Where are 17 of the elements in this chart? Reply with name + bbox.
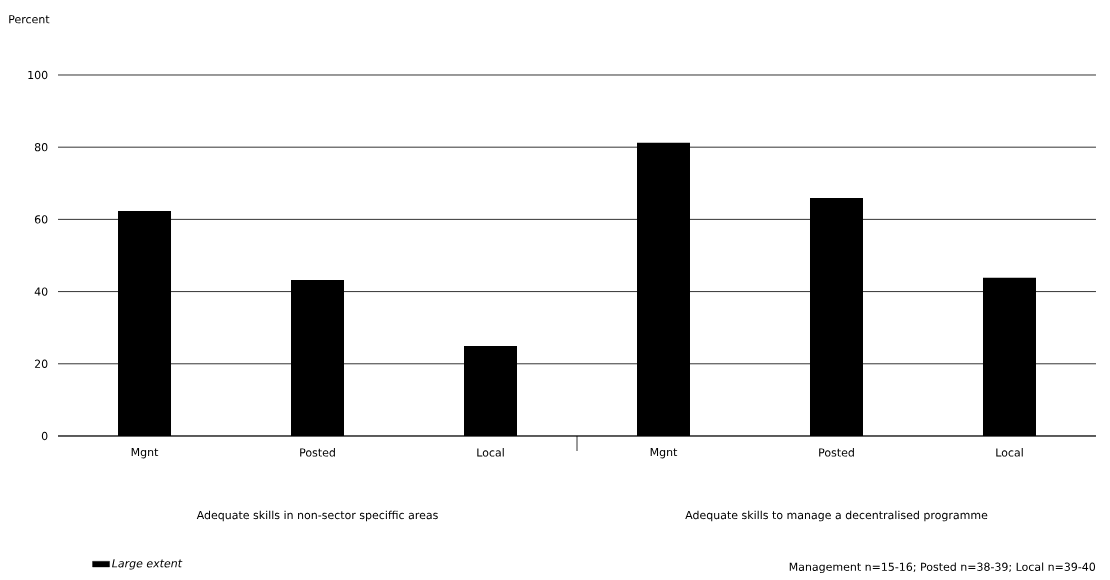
x-tick-label: Local — [477, 448, 504, 457]
x-tick-label: Posted — [300, 448, 335, 457]
legend-label: Large extent — [112, 559, 183, 570]
y-tick-label: 60 — [34, 215, 48, 224]
y-tick-label: 40 — [34, 287, 48, 296]
x-tick-label: Mgnt — [650, 448, 678, 459]
text: Adequate skills to manage a decentralised programme — [685, 510, 988, 522]
x-tick-label: Local — [996, 448, 1023, 457]
y-tick-label: 0 — [41, 431, 48, 441]
y-tick-label: 100 — [28, 70, 48, 80]
y-tick-label: 80 — [34, 143, 48, 152]
x-tick-label: Mgnt — [131, 448, 159, 459]
text: Management n=15-16; Posted n=38-39; Local n=39-40 — [789, 562, 1096, 574]
x-tick-label: Posted — [819, 448, 854, 457]
y-axis-title: Percent — [9, 15, 50, 24]
text: Adequate skills in non-sector speciffic areas — [196, 510, 438, 522]
y-tick-label: 20 — [34, 359, 48, 368]
